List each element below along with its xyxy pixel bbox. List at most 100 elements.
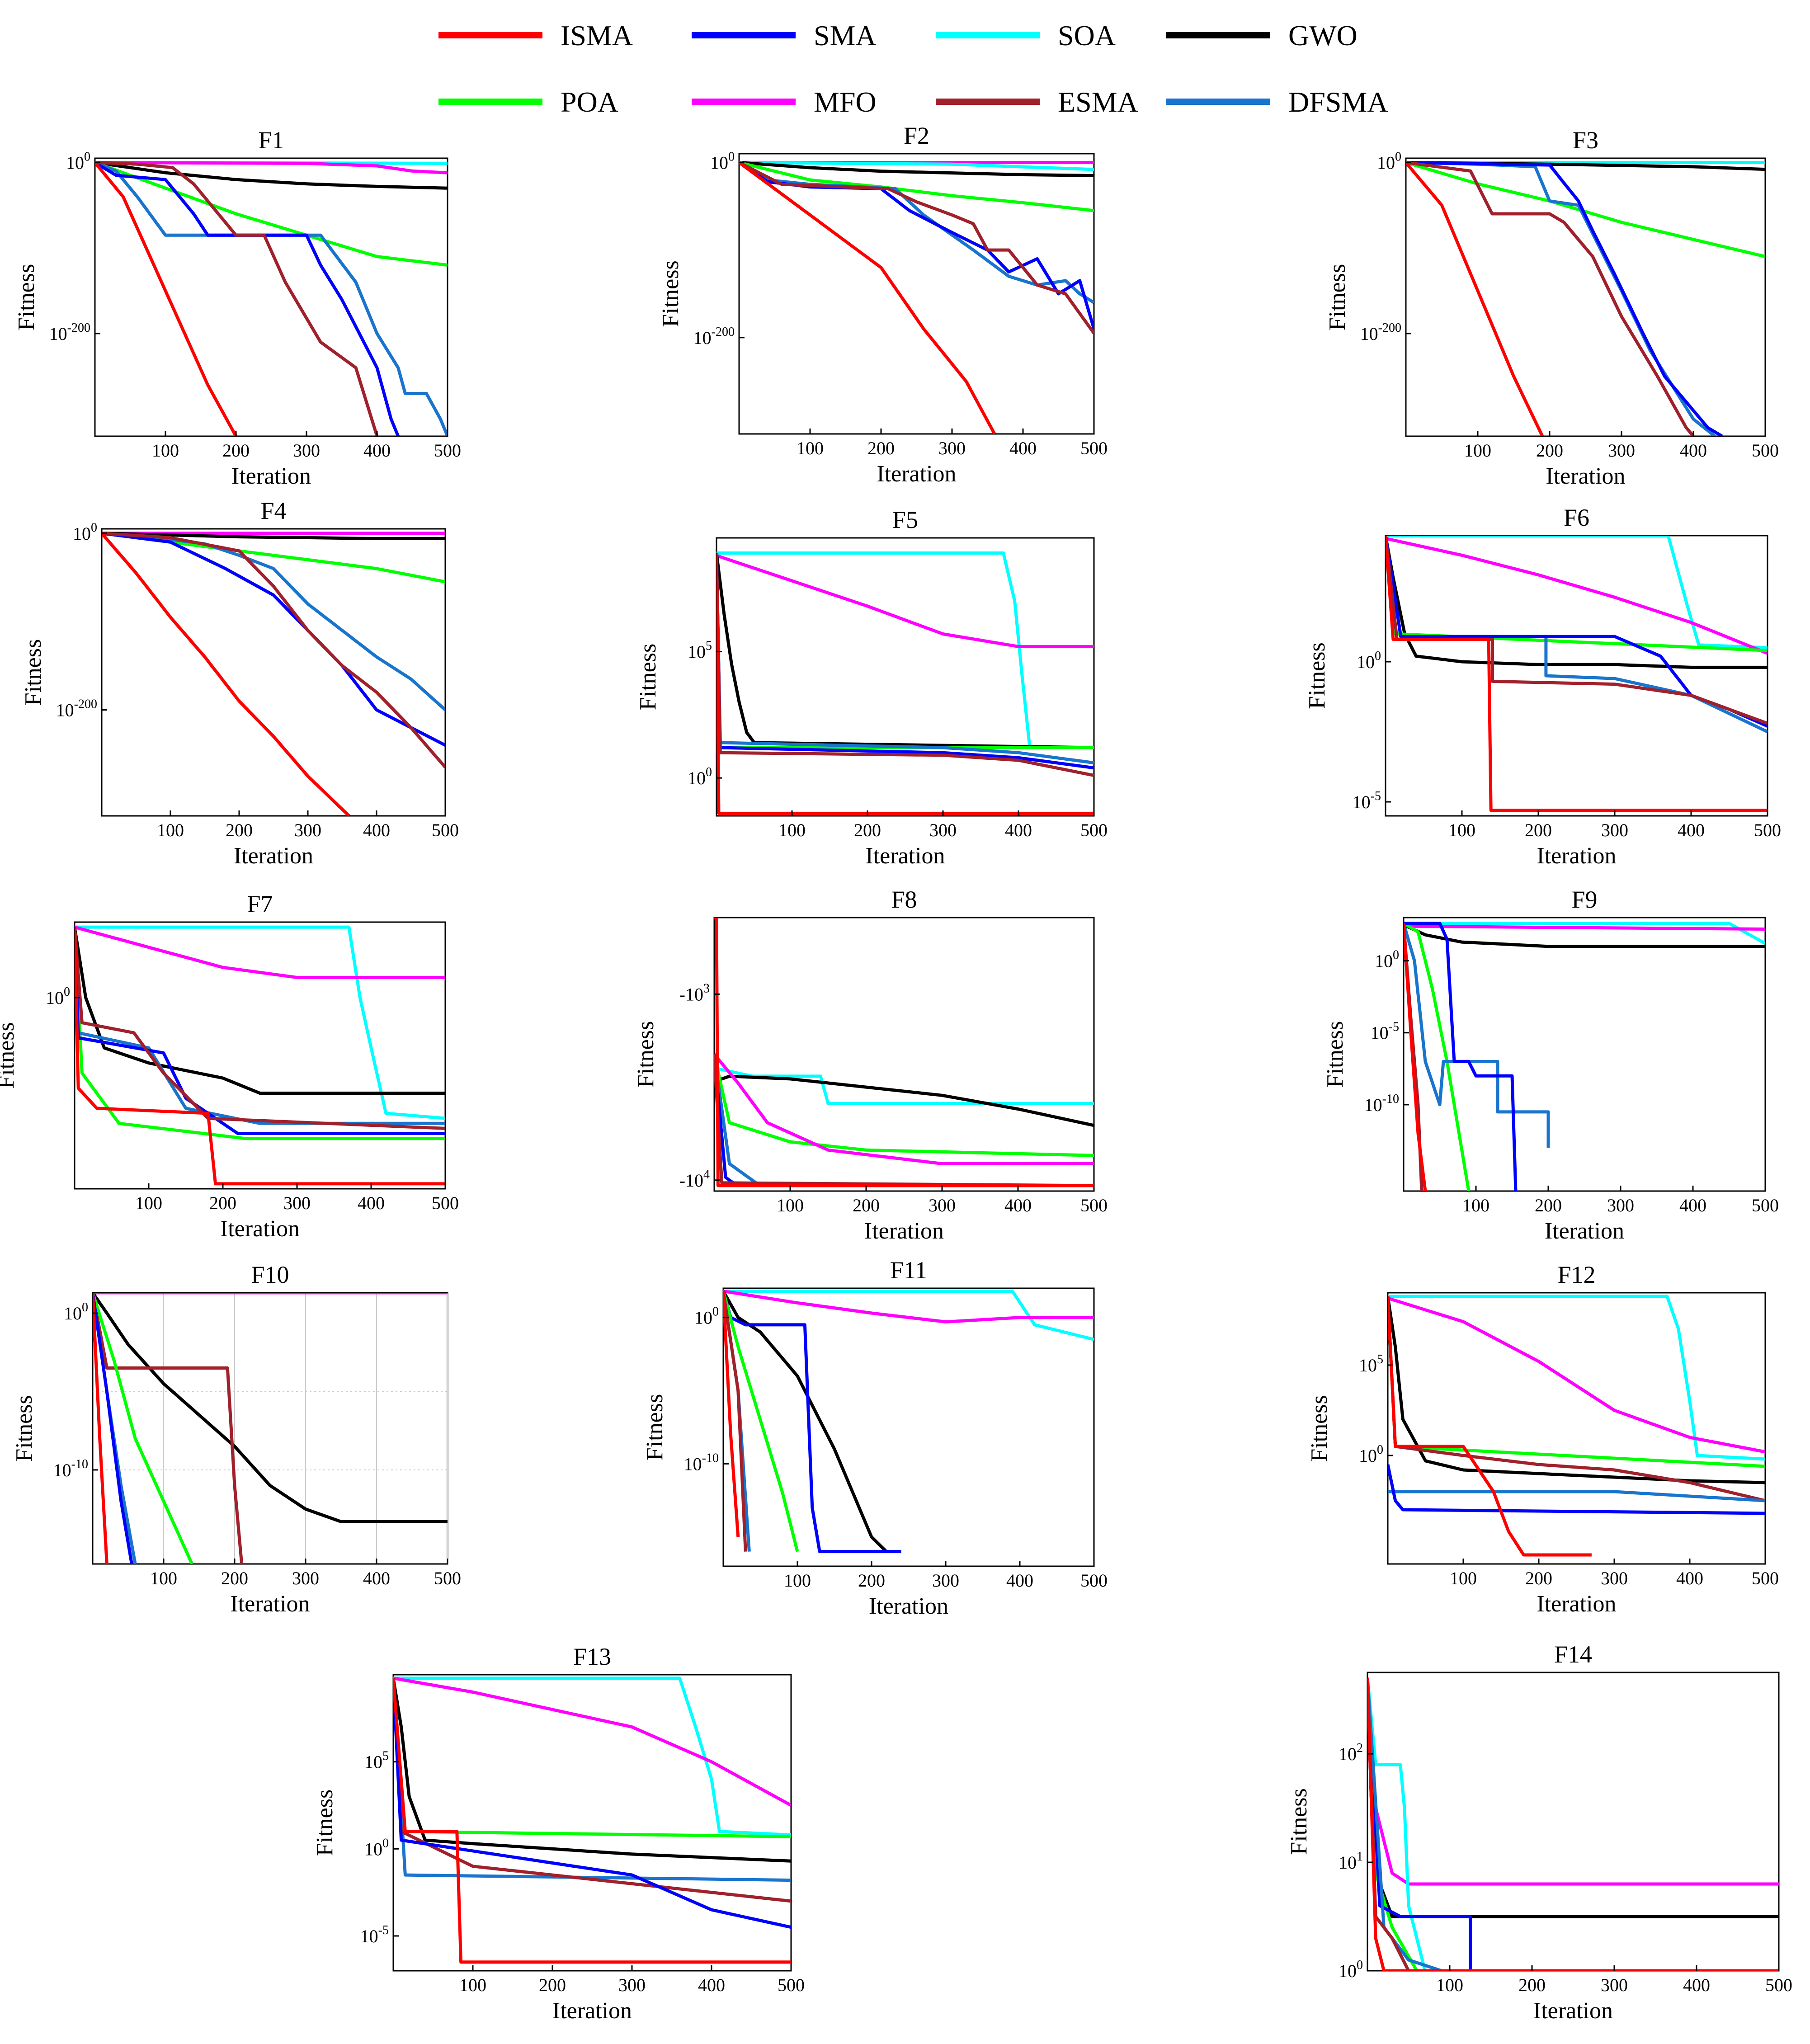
y-axis-label: Fitness bbox=[20, 639, 46, 706]
chart-title: F13 bbox=[573, 1643, 611, 1670]
y-tick-label: 100 bbox=[73, 521, 97, 544]
chart-title: F5 bbox=[892, 506, 918, 533]
series-line-soa bbox=[393, 1677, 791, 1837]
y-tick-label: 100 bbox=[710, 150, 735, 173]
y-tick-label: 10-200 bbox=[56, 697, 97, 721]
series-group bbox=[75, 925, 445, 1186]
chart-title: F12 bbox=[1557, 1261, 1595, 1288]
x-tick-label: 500 bbox=[1752, 440, 1779, 461]
plot-area bbox=[1367, 1672, 1780, 1972]
plot-area bbox=[1405, 157, 1766, 437]
series-group bbox=[716, 551, 1094, 815]
y-tick-label: 100 bbox=[64, 1300, 88, 1323]
x-axis-label: Iteration bbox=[1537, 843, 1616, 869]
series-line-soa bbox=[1367, 1677, 1427, 1971]
y-axis-label: Fitness bbox=[658, 260, 683, 327]
chart-f10: 100 200 300 400 500 100 10-10 F10 Iteration Fitne… bbox=[11, 1261, 461, 1617]
series-line-dfsma bbox=[1388, 1490, 1765, 1502]
series-line-esma bbox=[1406, 161, 1695, 436]
y-tick-label: 10-5 bbox=[360, 1923, 389, 1946]
x-tick-label: 400 bbox=[363, 1568, 390, 1588]
x-tick-label: 300 bbox=[294, 820, 321, 840]
chart-f9: 100 200 300 400 500 100 10-5 10-10 F9 Iteration Fi… bbox=[1322, 886, 1779, 1244]
x-tick-label: 200 bbox=[858, 1570, 885, 1591]
x-axis-label: Iteration bbox=[864, 1218, 944, 1244]
x-tick-label: 300 bbox=[618, 1975, 646, 1995]
series-line-isma bbox=[1367, 1677, 1779, 1971]
x-tick-label: 100 bbox=[1448, 820, 1475, 840]
chart-f13: 100 200 300 400 500 100 105 10-5 F13 Iteration Fit… bbox=[312, 1643, 805, 2024]
series-line-isma bbox=[95, 161, 238, 436]
y-tick-label: 100 bbox=[1375, 948, 1399, 971]
x-tick-label: 100 bbox=[459, 1975, 486, 1995]
chart-title: F3 bbox=[1573, 127, 1598, 154]
chart-title: F2 bbox=[904, 122, 929, 149]
series-line-dfsma bbox=[95, 161, 448, 436]
series-line-sma bbox=[93, 1293, 133, 1564]
y-tick-label: 100 bbox=[46, 985, 70, 1008]
legend-item-gwo: GWO bbox=[1166, 19, 1358, 52]
series-line-dfsma bbox=[1367, 1677, 1779, 1971]
series-group bbox=[1367, 1677, 1779, 1971]
plot-area bbox=[101, 528, 446, 817]
series-line-poa bbox=[714, 1054, 1094, 1157]
series-line-isma bbox=[739, 161, 996, 434]
y-tick-label: 100 bbox=[688, 765, 712, 788]
x-tick-label: 100 bbox=[778, 820, 806, 840]
x-tick-label: 300 bbox=[932, 1570, 959, 1591]
x-tick-label: 400 bbox=[1679, 1195, 1706, 1215]
legend-label: POA bbox=[561, 86, 618, 118]
x-tick-label: 500 bbox=[778, 1975, 805, 1995]
series-line-isma bbox=[716, 553, 1094, 815]
x-tick-label: 500 bbox=[432, 1193, 459, 1213]
chart-title: F7 bbox=[247, 890, 273, 918]
plot-area bbox=[722, 1287, 1095, 1567]
series-line-isma bbox=[723, 1291, 740, 1537]
chart-f6: 100 200 300 400 500 100 10-5 F6 Iteration Fitness bbox=[1304, 504, 1781, 869]
series-line-gwo bbox=[1386, 536, 1768, 669]
y-tick-label: 10-5 bbox=[1371, 1020, 1399, 1043]
y-tick-label: 105 bbox=[364, 1749, 389, 1772]
plot-area bbox=[1387, 1292, 1766, 1565]
series-line-sma bbox=[393, 1678, 791, 1929]
series-group bbox=[393, 1677, 791, 1964]
x-tick-label: 100 bbox=[1436, 1975, 1463, 1995]
plot-area bbox=[716, 537, 1095, 817]
legend: ISMA SMA SOA GWO POA MFO ESMA DFSMA bbox=[438, 19, 1388, 118]
series-line-isma bbox=[1388, 1296, 1592, 1557]
x-tick-label: 300 bbox=[1607, 1195, 1634, 1215]
x-axis-label: Iteration bbox=[220, 1216, 300, 1242]
x-tick-label: 500 bbox=[1754, 820, 1781, 840]
x-tick-label: 200 bbox=[209, 1193, 236, 1213]
series-group bbox=[1404, 922, 1765, 1191]
plot-area bbox=[94, 157, 448, 437]
y-tick-label: -104 bbox=[679, 1168, 710, 1191]
series-line-poa bbox=[1406, 161, 1765, 259]
x-tick-label: 100 bbox=[1462, 1195, 1489, 1215]
x-tick-label: 300 bbox=[283, 1193, 311, 1213]
x-tick-label: 100 bbox=[157, 820, 184, 840]
x-tick-label: 100 bbox=[784, 1570, 811, 1591]
legend-label: SOA bbox=[1058, 19, 1116, 52]
legend-label: SMA bbox=[814, 19, 877, 52]
x-tick-label: 300 bbox=[929, 820, 957, 840]
plot-area bbox=[738, 153, 1095, 435]
series-line-mfo bbox=[1386, 537, 1768, 655]
x-axis-label: Iteration bbox=[865, 843, 945, 869]
x-axis-label: Iteration bbox=[869, 1593, 948, 1619]
y-tick-label: 10-200 bbox=[1360, 321, 1401, 344]
y-axis-label: Fitness bbox=[1322, 1021, 1348, 1088]
series-line-isma bbox=[93, 1293, 108, 1564]
series-line-poa bbox=[93, 1293, 193, 1564]
series-line-mfo bbox=[714, 1053, 1094, 1165]
x-tick-label: 300 bbox=[292, 1568, 319, 1588]
y-axis-label: Fitness bbox=[1304, 642, 1330, 709]
series-line-mfo bbox=[75, 925, 445, 979]
y-tick-label: 100 bbox=[1377, 150, 1401, 173]
x-tick-label: 300 bbox=[938, 438, 966, 458]
x-tick-label: 200 bbox=[539, 1975, 566, 1995]
y-tick-label: 100 bbox=[66, 150, 90, 173]
y-tick-label: -103 bbox=[679, 981, 710, 1004]
series-line-gwo bbox=[393, 1678, 791, 1863]
x-axis-label: Iteration bbox=[1546, 463, 1625, 489]
